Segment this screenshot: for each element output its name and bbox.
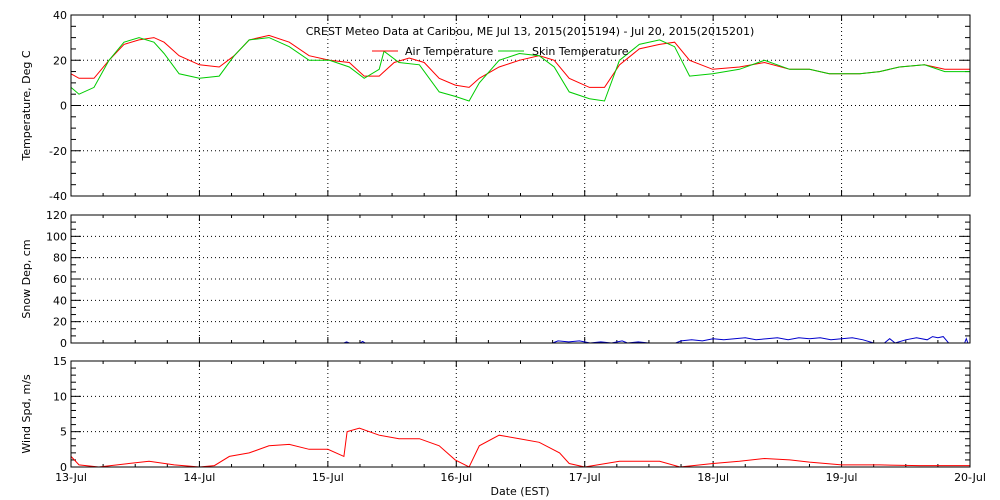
y-tick-label: 0 <box>60 100 67 113</box>
x-tick-label: 19-Jul <box>826 471 858 484</box>
legend-label-skin-temperature: Skin Temperature <box>532 45 629 58</box>
y-tick-label: -40 <box>49 190 67 203</box>
plot-frame <box>70 214 971 344</box>
y-tick-label: 20 <box>53 54 67 67</box>
y-tick-label: 20 <box>53 316 67 329</box>
y-tick-label: 60 <box>53 273 67 286</box>
y-tick-label: 40 <box>53 9 67 22</box>
x-tick-label: 14-Jul <box>183 471 215 484</box>
x-tick-label: 20-Jul <box>954 471 986 484</box>
x-axis-label: Date (EST) <box>490 485 549 498</box>
y-tick-label: 5 <box>60 426 67 439</box>
y-tick-label: 0 <box>60 337 67 350</box>
y-axis-label: Snow Dep, cm <box>20 239 33 318</box>
series-line-skin-temperature <box>70 37 970 102</box>
plot-frame <box>70 360 971 468</box>
series-line-air-temperature <box>70 34 970 88</box>
series-line-wind-speed <box>70 427 970 468</box>
y-tick-label: 100 <box>46 230 67 243</box>
y-tick-label: 10 <box>53 390 67 403</box>
y-axis-label: Wind Spd, m/s <box>20 374 33 454</box>
y-tick-label: 120 <box>46 209 67 222</box>
y-tick-label: -20 <box>49 145 67 158</box>
plot-frame <box>70 14 971 197</box>
series-line-snow-depth <box>343 336 969 344</box>
legend-label-air-temperature: Air Temperature <box>405 45 494 58</box>
x-tick-label: 13-Jul <box>55 471 87 484</box>
y-tick-label: 0 <box>60 461 67 474</box>
x-tick-label: 18-Jul <box>697 471 729 484</box>
x-tick-label: 15-Jul <box>312 471 344 484</box>
chart-title: CREST Meteo Data at Caribou, ME Jul 13, … <box>306 25 755 38</box>
y-axis-label: Temperature, Deg C <box>20 50 33 161</box>
y-tick-label: 15 <box>53 355 67 368</box>
y-tick-label: 40 <box>53 294 67 307</box>
x-tick-label: 16-Jul <box>440 471 472 484</box>
y-tick-label: 80 <box>53 252 67 265</box>
x-tick-label: 17-Jul <box>569 471 601 484</box>
